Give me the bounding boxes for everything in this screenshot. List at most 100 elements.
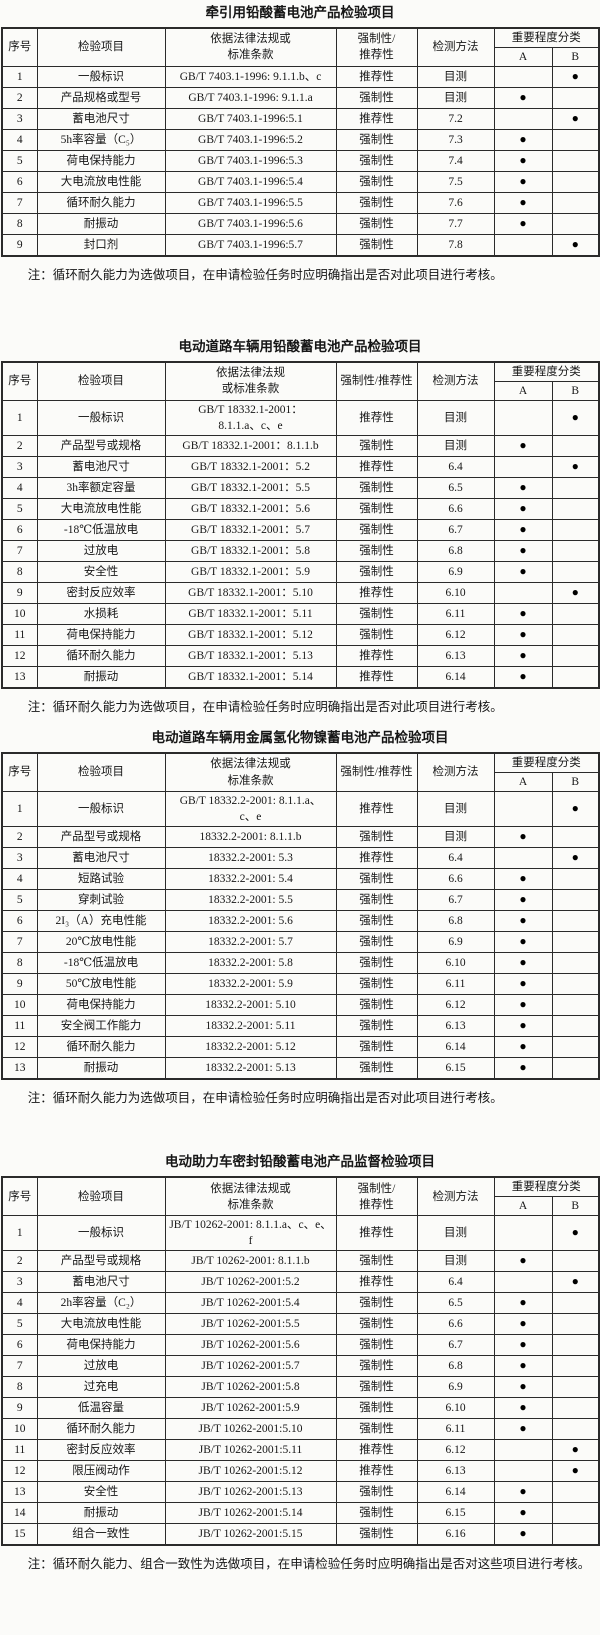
table-row: 10 荷电保持能力 18332.2-2001: 5.10 强制性 6.12 ● — [1, 994, 600, 1017]
table-row: 1 一般标识 GB/T 7403.1-1996: 9.1.1.b、c 推荐性 目测 ● — [1, 66, 600, 89]
importance-b-cell — [551, 192, 600, 215]
mandatory-status: 强制性 — [335, 171, 418, 194]
table-row: 7 过放电 JB/T 10262-2001:5.7 强制性 6.8 ● — [1, 1355, 600, 1378]
importance-a-cell: ● — [493, 624, 553, 647]
table-note: 注：循环耐久能力为选做项目，在申请检验任务时应明确指出是否对此项目进行考核。 — [27, 267, 503, 282]
standard-reference: 18332.2-2001: 5.3 — [164, 847, 337, 870]
importance-dot: ● — [571, 111, 579, 126]
table-row: 3 蓄电池尺寸 JB/T 10262-2001:5.2 推荐性 6.4 ● — [1, 1271, 600, 1294]
inspection-table: 序号 检验项目 依据法律法规 或标准条款 强制性/推荐性 检测方法 重要程度分类… — [1, 360, 600, 689]
standard-reference: 18332.2-2001: 5.8 — [164, 952, 337, 975]
standard-reference: JB/T 10262-2001:5.7 — [164, 1355, 337, 1378]
row-number: 12 — [1, 1036, 38, 1059]
standard-reference: GB/T 18332.2-2001: 8.1.1.a、 c、e — [164, 791, 337, 828]
mandatory-status: 推荐性 — [335, 645, 418, 668]
test-method: 7.8 — [416, 234, 495, 257]
importance-dot: ● — [519, 627, 527, 642]
importance-dot: ● — [519, 1018, 527, 1033]
importance-a-cell — [493, 456, 553, 479]
test-method: 6.13 — [416, 1015, 495, 1038]
mandatory-status: 强制性 — [335, 1250, 418, 1273]
importance-a-cell — [493, 399, 553, 437]
importance-dot: ● — [571, 850, 579, 865]
importance-a-cell — [493, 66, 553, 89]
test-method: 7.3 — [416, 129, 495, 152]
standard-reference: JB/T 10262-2001:5.4 — [164, 1292, 337, 1315]
mandatory-status: 推荐性 — [335, 1460, 418, 1483]
importance-dot: ● — [519, 174, 527, 189]
row-number: 4 — [1, 868, 38, 891]
inspection-item: 产品型号或规格 — [36, 435, 166, 458]
inspection-item: 产品规格或型号 — [36, 87, 166, 110]
mandatory-status: 强制性 — [335, 973, 418, 996]
mandatory-status: 推荐性 — [335, 399, 418, 437]
col-header-mandatory: 强制性/ 推荐性 — [335, 27, 418, 68]
table-row: 8 过充电 JB/T 10262-2001:5.8 强制性 6.9 ● — [1, 1376, 600, 1399]
importance-a-cell: ● — [493, 1418, 553, 1441]
standard-reference: GB/T 7403.1-1996: 9.1.1.a — [164, 87, 337, 110]
table-row: 13 耐振动 18332.2-2001: 5.13 强制性 6.15 ● — [1, 1057, 600, 1080]
standard-reference: JB/T 10262-2001:5.11 — [164, 1439, 337, 1462]
standard-reference: GB/T 18332.1-2001：5.11 — [164, 603, 337, 626]
mandatory-status: 强制性 — [335, 540, 418, 563]
table-body: 1 一般标识 GB/T 18332.2-2001: 8.1.1.a、 c、e 推荐性目… — [1, 791, 600, 1080]
importance-a-cell: ● — [493, 477, 553, 500]
importance-dot: ● — [519, 976, 527, 991]
importance-a-cell — [493, 1271, 553, 1294]
mandatory-status: 推荐性 — [335, 1439, 418, 1462]
test-method: 6.8 — [416, 540, 495, 563]
table-row: 11 安全阀工作能力 18332.2-2001: 5.11 强制性 6.13 ● — [1, 1015, 600, 1038]
table-row: 6 -18℃低温放电 GB/T 18332.1-2001：5.7 强制性 6.7 ● — [1, 519, 600, 542]
mandatory-status: 强制性 — [335, 234, 418, 257]
mandatory-status: 推荐性 — [335, 1271, 418, 1294]
table-row: 2 产品型号或规格 GB/T 18332.1-2001：8.1.1.b 强制性 目测 ● — [1, 435, 600, 458]
importance-dot: ● — [571, 459, 579, 474]
mandatory-status: 强制性 — [335, 889, 418, 912]
header-subrow: A B — [2, 380, 600, 402]
row-number: 3 — [1, 1271, 38, 1294]
table-row: 12 循环耐久能力 18332.2-2001: 5.12 强制性 6.14 ● — [1, 1036, 600, 1059]
importance-b-cell: ● — [551, 234, 600, 257]
importance-b-cell — [551, 624, 600, 647]
row-number: 2 — [1, 1250, 38, 1273]
importance-dot: ● — [519, 871, 527, 886]
header-row: 序号 检验项目 依据法律法规 或标准条款 强制性/推荐性 检测方法 重要程度分类 — [1, 361, 600, 401]
mandatory-status: 强制性 — [335, 1313, 418, 1336]
inspection-item: 过充电 — [36, 1376, 166, 1399]
importance-dot: ● — [519, 913, 527, 928]
mandatory-status: 强制性 — [335, 1036, 418, 1059]
row-number: 3 — [1, 847, 38, 870]
importance-dot: ● — [519, 1400, 527, 1415]
table-row: 5 荷电保持能力 GB/T 7403.1-1996:5.3 强制性 7.4 ● — [1, 150, 600, 173]
row-number: 4 — [1, 477, 38, 500]
inspection-item: 大电流放电性能 — [36, 498, 166, 521]
inspection-section: 电动道路车辆用铅酸蓄电池产品检验项目 序号 检验项目 依据法律法规 或标准条款 … — [1, 339, 600, 717]
test-method: 6.8 — [416, 910, 495, 933]
mandatory-status: 推荐性 — [335, 847, 418, 870]
table-row: 9 低温容量 JB/T 10262-2001:5.9 强制性 6.10 ● — [1, 1397, 600, 1420]
importance-dot: ● — [571, 236, 579, 251]
table-note: 注：循环耐久能力、组合一致性为选做项目，在申请检验任务时应明确指出是否对这些项目… — [27, 1556, 591, 1571]
inspection-item: 耐振动 — [36, 1502, 166, 1525]
row-number: 12 — [1, 1460, 38, 1483]
importance-a-cell: ● — [493, 889, 553, 912]
importance-b-cell — [551, 561, 600, 584]
col-header-no: 序号 — [1, 1176, 38, 1217]
importance-a-cell: ● — [493, 868, 553, 891]
mandatory-status: 强制性 — [335, 519, 418, 542]
row-number: 6 — [1, 1334, 38, 1357]
standard-reference: 18332.2-2001: 5.7 — [164, 931, 337, 954]
table-row: 4 3h率额定容量 GB/T 18332.1-2001：5.5 强制性 6.5 ● — [1, 477, 600, 500]
col-header-importance: 重要程度分类 — [493, 27, 600, 48]
inspection-item: 大电流放电性能 — [36, 171, 166, 194]
table-row: 10 循环耐久能力 JB/T 10262-2001:5.10 强制性 6.11 ● — [1, 1418, 600, 1441]
table-row: 5 大电流放电性能 GB/T 18332.1-2001：5.6 强制性 6.6 ● — [1, 498, 600, 521]
standard-reference: GB/T 18332.1-2001：5.5 — [164, 477, 337, 500]
importance-a-cell — [493, 1460, 553, 1483]
inspection-item: 循环耐久能力 — [36, 1036, 166, 1059]
importance-dot: ● — [519, 480, 527, 495]
importance-b-cell — [551, 952, 600, 975]
row-number: 9 — [1, 973, 38, 996]
standard-reference: 18332.2-2001: 5.10 — [164, 994, 337, 1017]
table-body: 1 一般标识 JB/T 10262-2001: 8.1.1.a、c、e、 f 推荐性目… — [1, 1215, 600, 1546]
